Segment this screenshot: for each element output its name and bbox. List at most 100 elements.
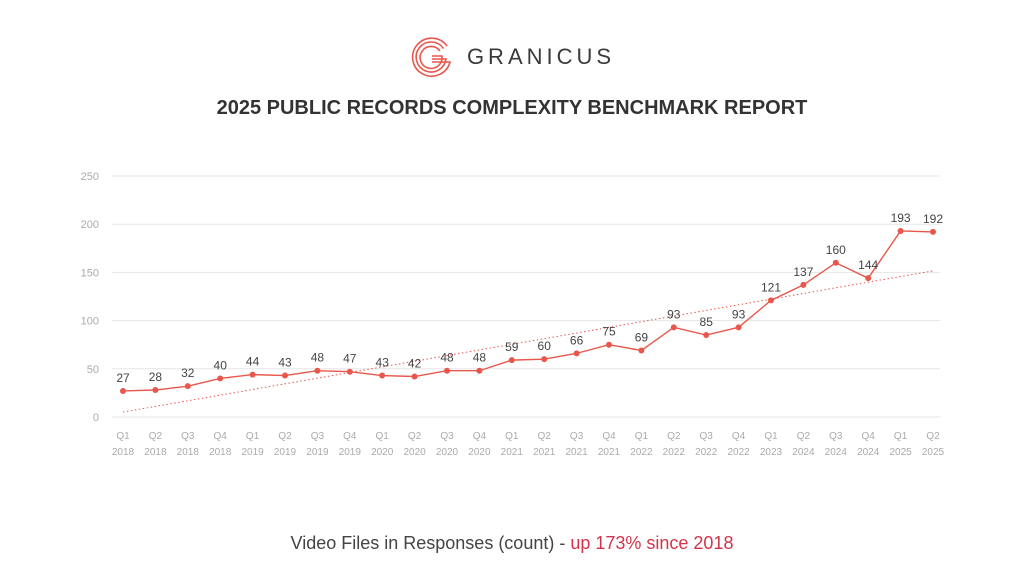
x-tick-label-year: 2018 bbox=[177, 447, 200, 458]
series-line bbox=[122, 230, 934, 392]
data-point bbox=[346, 368, 353, 375]
chart-caption: Video Files in Responses (count) - up 17… bbox=[0, 533, 1024, 554]
y-tick-label: 150 bbox=[81, 267, 99, 279]
caption-highlight: up 173% since 2018 bbox=[570, 533, 734, 553]
data-point bbox=[152, 387, 159, 394]
y-tick-label: 100 bbox=[81, 316, 99, 328]
data-point bbox=[735, 324, 742, 331]
x-tick-label-quarter: Q4 bbox=[602, 431, 616, 442]
y-tick-label: 50 bbox=[87, 364, 99, 376]
y-tick-label: 250 bbox=[81, 171, 99, 183]
data-label: 59 bbox=[505, 340, 519, 354]
data-label: 48 bbox=[473, 351, 487, 365]
x-tick-label-year: 2024 bbox=[857, 447, 880, 458]
x-tick-label-year: 2020 bbox=[403, 447, 426, 458]
data-label: 144 bbox=[858, 258, 878, 272]
data-point bbox=[768, 297, 774, 304]
data-label: 43 bbox=[278, 356, 292, 370]
data-label: 44 bbox=[246, 355, 260, 369]
data-label: 32 bbox=[181, 366, 195, 380]
x-tick-label-quarter: Q3 bbox=[829, 431, 843, 442]
data-point bbox=[120, 387, 126, 394]
x-tick-label-year: 2020 bbox=[468, 447, 491, 458]
data-point bbox=[865, 275, 872, 282]
data-point bbox=[800, 281, 807, 288]
data-point bbox=[703, 332, 710, 339]
x-tick-label-quarter: Q4 bbox=[473, 431, 487, 442]
data-point bbox=[184, 383, 191, 390]
data-label: 47 bbox=[343, 352, 357, 366]
x-tick-label-quarter: Q1 bbox=[505, 431, 519, 442]
x-tick-label-quarter: Q2 bbox=[538, 431, 552, 442]
x-tick-label-quarter: Q3 bbox=[311, 431, 325, 442]
x-tick-label-year: 2019 bbox=[306, 447, 329, 458]
x-tick-label-quarter: Q2 bbox=[667, 431, 681, 442]
x-tick-label-quarter: Q2 bbox=[797, 431, 811, 442]
data-point bbox=[897, 227, 904, 234]
trendline bbox=[122, 270, 934, 413]
data-label: 192 bbox=[923, 212, 943, 226]
data-point bbox=[508, 357, 515, 364]
data-point bbox=[444, 367, 450, 374]
data-point bbox=[573, 350, 580, 357]
data-point bbox=[314, 367, 321, 374]
data-label: 69 bbox=[635, 330, 649, 344]
x-tick-label-year: 2024 bbox=[825, 447, 848, 458]
x-tick-label-quarter: Q2 bbox=[149, 431, 163, 442]
x-tick-label-year: 2019 bbox=[339, 447, 362, 458]
data-label: 28 bbox=[149, 370, 163, 384]
x-tick-label-quarter: Q1 bbox=[635, 431, 649, 442]
x-tick-label-quarter: Q1 bbox=[376, 431, 390, 442]
x-tick-label-year: 2022 bbox=[727, 447, 750, 458]
data-point bbox=[670, 324, 677, 331]
data-label: 48 bbox=[440, 351, 454, 365]
x-tick-label-quarter: Q2 bbox=[926, 431, 940, 442]
x-tick-label-quarter: Q1 bbox=[246, 431, 260, 442]
x-tick-label-year: 2018 bbox=[209, 447, 232, 458]
data-point bbox=[541, 356, 548, 363]
x-tick-label-year: 2021 bbox=[533, 447, 556, 458]
x-tick-label-quarter: Q1 bbox=[116, 431, 130, 442]
data-label: 40 bbox=[214, 358, 228, 372]
x-tick-label-quarter: Q4 bbox=[732, 431, 746, 442]
data-point bbox=[379, 372, 386, 379]
x-tick-label-quarter: Q3 bbox=[700, 431, 714, 442]
x-tick-label-year: 2020 bbox=[371, 447, 394, 458]
data-point bbox=[476, 367, 483, 374]
x-tick-label-quarter: Q3 bbox=[440, 431, 454, 442]
x-tick-label-quarter: Q3 bbox=[181, 431, 195, 442]
data-point bbox=[249, 371, 256, 378]
data-point bbox=[411, 373, 418, 380]
x-tick-label-year: 2020 bbox=[436, 447, 459, 458]
x-tick-label-year: 2018 bbox=[112, 447, 135, 458]
x-tick-label-quarter: Q4 bbox=[214, 431, 228, 442]
data-label: 60 bbox=[538, 339, 552, 353]
x-tick-label-year: 2025 bbox=[889, 447, 912, 458]
x-tick-label-year: 2025 bbox=[922, 447, 945, 458]
data-label: 42 bbox=[408, 357, 422, 371]
report-title: 2025 PUBLIC RECORDS COMPLEXITY BENCHMARK… bbox=[216, 97, 808, 119]
data-label: 93 bbox=[732, 307, 746, 321]
data-point bbox=[832, 259, 839, 266]
data-point bbox=[930, 228, 936, 235]
data-label: 160 bbox=[826, 243, 846, 257]
x-tick-label-quarter: Q1 bbox=[764, 431, 778, 442]
x-tick-label-year: 2019 bbox=[241, 447, 264, 458]
granicus-logo-icon bbox=[411, 37, 451, 77]
x-tick-label-year: 2019 bbox=[274, 447, 297, 458]
data-label: 85 bbox=[700, 315, 714, 329]
data-label: 43 bbox=[376, 356, 390, 370]
data-label: 93 bbox=[667, 307, 681, 321]
data-label: 48 bbox=[311, 351, 325, 365]
x-tick-label-year: 2022 bbox=[663, 447, 686, 458]
data-point bbox=[606, 341, 612, 348]
brand-header: GRANICUS bbox=[0, 34, 1024, 80]
y-tick-label: 0 bbox=[93, 412, 99, 424]
x-tick-label-year: 2022 bbox=[630, 447, 653, 458]
x-tick-label-year: 2023 bbox=[760, 447, 783, 458]
x-tick-label-quarter: Q4 bbox=[862, 431, 876, 442]
data-label: 137 bbox=[793, 265, 813, 279]
data-label: 193 bbox=[891, 211, 911, 225]
data-point bbox=[217, 375, 224, 382]
data-point bbox=[282, 372, 288, 379]
